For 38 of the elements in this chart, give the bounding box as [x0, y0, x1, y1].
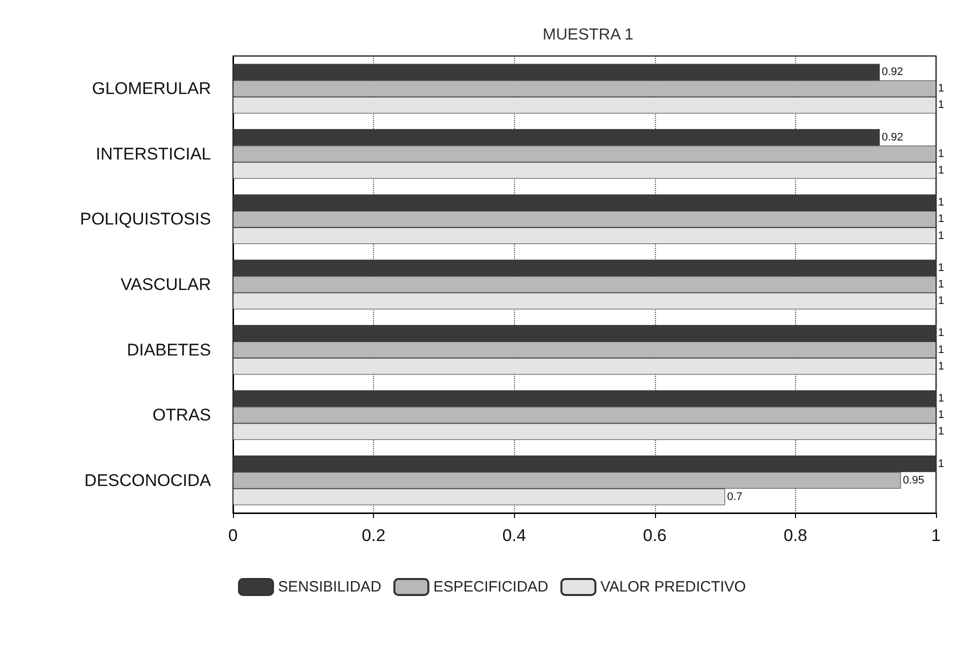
y-tick-label: VASCULAR	[120, 275, 211, 294]
data-label: 1	[938, 262, 944, 274]
chart-title: MUESTRA 1	[542, 26, 634, 44]
x-tick-label: 0	[228, 526, 238, 545]
y-tick-label: DIABETES	[126, 340, 211, 360]
y-tick-label: POLIQUISTOSIS	[80, 210, 211, 229]
data-label: 1	[938, 230, 944, 242]
data-label: 1	[938, 82, 944, 95]
data-label: 1	[938, 213, 944, 226]
x-tick-label: 0.4	[502, 526, 526, 545]
data-label: 1	[938, 196, 944, 209]
data-label: 0.95	[902, 474, 924, 486]
data-label: 0.92	[882, 131, 904, 144]
y-tick-label: GLOMERULAR	[92, 79, 211, 98]
y-tick-label: OTRAS	[152, 406, 211, 425]
data-label: 1	[938, 148, 944, 160]
data-label: 1	[938, 360, 944, 372]
x-tick-label: 1	[931, 526, 941, 545]
x-tick-label: 0.6	[642, 526, 667, 545]
data-label: 1	[938, 392, 944, 405]
data-label: 0.92	[882, 66, 904, 78]
y-tick-label: INTERSTICIAL	[96, 144, 211, 164]
legend-label: ESPECIFICIDAD	[433, 578, 549, 596]
legend-label: SENSIBILIDAD	[278, 578, 382, 596]
x-tick-label: 0.2	[362, 526, 386, 545]
data-label: 0.7	[727, 490, 742, 503]
legend-label: VALOR PREDICTIVO	[600, 578, 746, 596]
y-tick-label: DESCONOCIDA	[84, 470, 212, 490]
data-label: 1	[938, 409, 944, 422]
x-tick-label: 0.8	[784, 526, 808, 545]
data-label: 1	[938, 295, 944, 308]
data-label: 1	[938, 458, 944, 470]
data-label: 1	[938, 278, 944, 290]
data-label: 1	[938, 327, 944, 340]
data-label: 1	[938, 344, 944, 356]
data-label: 1	[938, 99, 944, 112]
data-label: 1	[938, 426, 944, 438]
data-label: 1	[938, 164, 944, 176]
